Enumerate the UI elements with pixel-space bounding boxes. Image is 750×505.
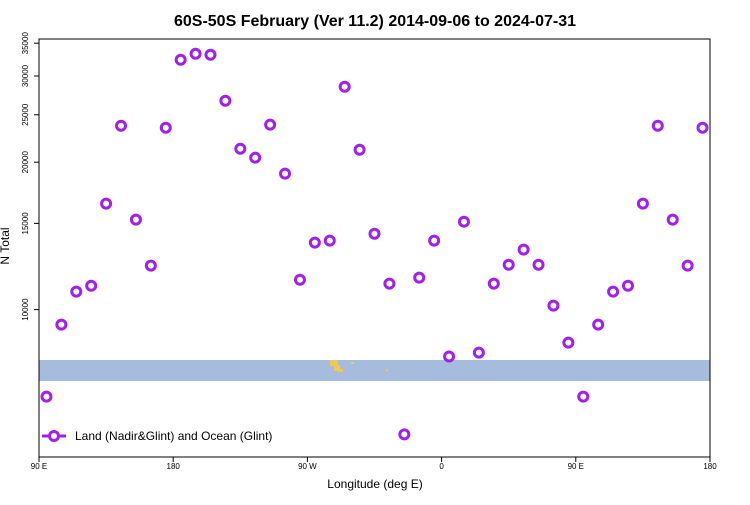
point xyxy=(666,213,679,226)
point xyxy=(472,346,485,359)
legend-marker xyxy=(48,430,60,442)
point xyxy=(159,121,172,134)
point xyxy=(219,94,232,107)
point xyxy=(293,273,306,286)
point xyxy=(144,259,157,272)
point xyxy=(457,215,470,228)
point xyxy=(323,234,336,247)
point xyxy=(547,299,560,312)
point xyxy=(398,428,411,441)
point xyxy=(264,118,277,131)
y-tick-label: 25000 xyxy=(21,103,30,126)
point xyxy=(577,390,590,403)
y-tick-label: 10000 xyxy=(21,298,30,321)
point xyxy=(249,151,262,164)
x-tick-label: 90 W xyxy=(298,462,317,471)
point xyxy=(428,234,441,247)
point xyxy=(308,236,321,249)
point xyxy=(383,277,396,290)
point xyxy=(368,227,381,240)
point xyxy=(681,259,694,272)
point xyxy=(532,258,545,271)
point xyxy=(100,197,113,210)
point xyxy=(696,121,709,134)
y-tick-label: 35000 xyxy=(21,32,30,55)
x-tick-label: 90 E xyxy=(568,462,584,471)
point xyxy=(487,277,500,290)
point xyxy=(592,318,605,331)
point xyxy=(502,258,515,271)
x-tick-label: 90 E xyxy=(31,462,47,471)
point xyxy=(279,167,292,180)
point xyxy=(55,318,68,331)
x-tick-label: 180 xyxy=(703,462,717,471)
legend-label: Land (Nadir&Glint) and Ocean (Glint) xyxy=(75,429,272,443)
map-band xyxy=(39,360,710,381)
land-specks xyxy=(330,360,388,372)
chart-title: 60S-50S February (Ver 11.2) 2014-09-06 t… xyxy=(174,13,576,30)
point xyxy=(234,142,247,155)
y-axis-label: N Total xyxy=(0,227,12,264)
point xyxy=(115,119,128,132)
point xyxy=(517,243,530,256)
point xyxy=(413,271,426,284)
point xyxy=(70,285,83,298)
x-tick-label: 180 xyxy=(167,462,181,471)
point xyxy=(174,53,187,66)
point xyxy=(129,213,142,226)
point xyxy=(85,279,98,292)
y-tick-label: 20000 xyxy=(21,151,30,174)
plot-frame xyxy=(38,38,711,458)
point xyxy=(636,197,649,210)
point xyxy=(651,119,664,132)
y-tick-label: 30000 xyxy=(21,64,30,87)
point xyxy=(40,390,53,403)
x-axis-label: Longitude (deg E) xyxy=(327,477,422,491)
point xyxy=(607,285,620,298)
x-tick-label: 0 xyxy=(439,462,444,471)
point xyxy=(353,143,366,156)
point xyxy=(621,279,634,292)
point xyxy=(204,48,217,61)
point xyxy=(562,336,575,349)
point xyxy=(338,80,351,93)
y-tick-label: 15000 xyxy=(21,212,30,235)
point xyxy=(189,47,202,60)
point xyxy=(443,350,456,363)
